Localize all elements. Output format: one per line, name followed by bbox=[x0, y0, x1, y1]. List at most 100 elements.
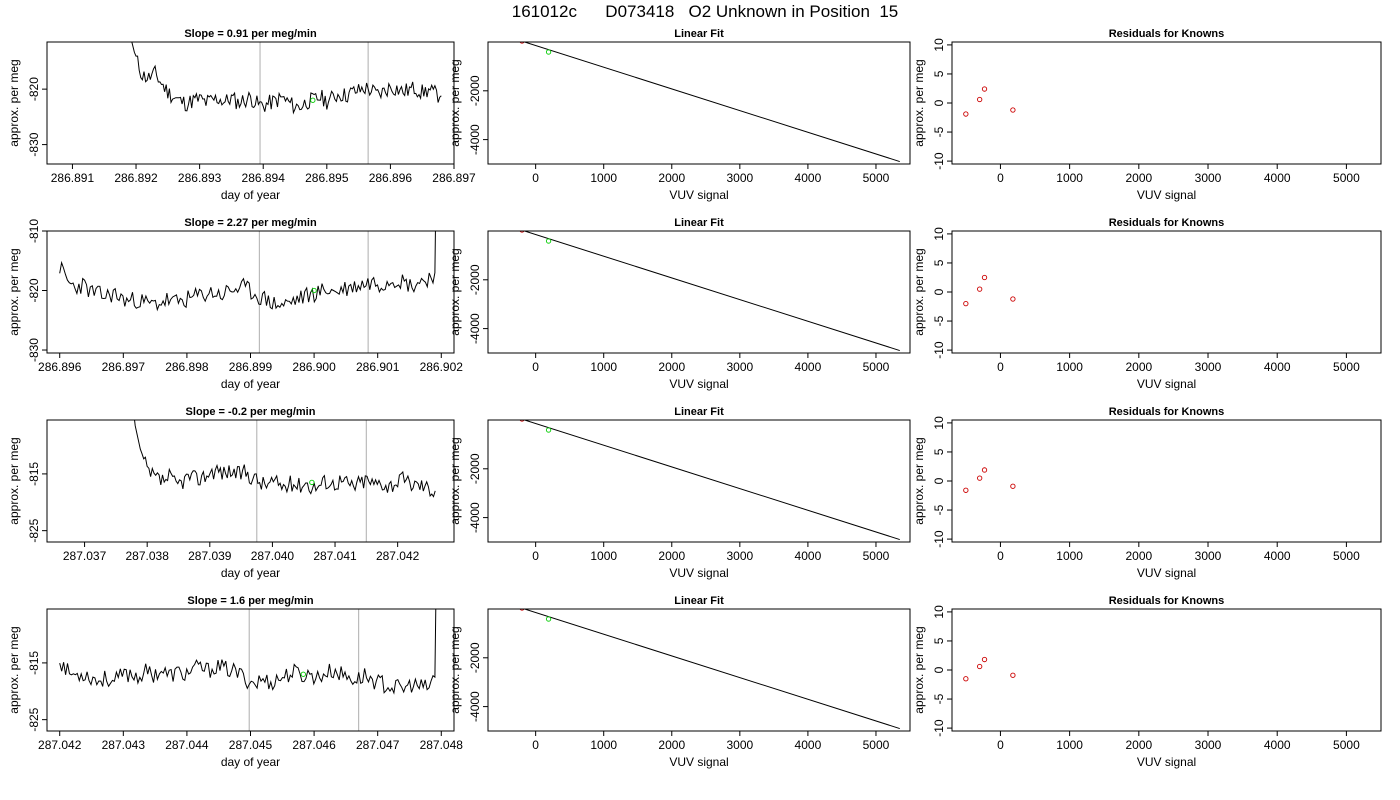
plot-area bbox=[131, 42, 442, 164]
y-axis-label: approx. per meg bbox=[7, 59, 21, 146]
x-tick-label: 2000 bbox=[1125, 738, 1152, 752]
unknown-point bbox=[545, 616, 552, 622]
x-axis: 287.042 287.043 287.044 287.045 287.046 287.0… bbox=[38, 731, 463, 752]
x-tick-label: 5000 bbox=[1333, 360, 1360, 374]
fit-line bbox=[522, 420, 900, 541]
x-tick-label: 3000 bbox=[1195, 549, 1222, 563]
x-tick-label: 1000 bbox=[1056, 171, 1083, 185]
x-tick-label: 5000 bbox=[1333, 549, 1360, 563]
x-axis: 0 1000 2000 3000 4000 5000 bbox=[997, 731, 1360, 752]
panel-title: Residuals for Knowns bbox=[1109, 406, 1225, 418]
x-axis: 0 1000 2000 3000 4000 5000 bbox=[997, 164, 1360, 185]
x-tick-label: 286.897 bbox=[432, 171, 476, 185]
x-tick-label: 4000 bbox=[1264, 171, 1291, 185]
x-tick-label: 4000 bbox=[1264, 738, 1291, 752]
x-tick-label: 1000 bbox=[590, 738, 617, 752]
x-tick-label: 286.893 bbox=[178, 171, 222, 185]
plot-frame bbox=[487, 419, 911, 543]
y-axis: -10 -5 0 5 10 bbox=[932, 416, 952, 548]
x-tick-label: 287.048 bbox=[420, 738, 464, 752]
x-tick-label: 4000 bbox=[795, 360, 822, 374]
known-point bbox=[1010, 107, 1016, 113]
x-tick-label: 4000 bbox=[795, 738, 822, 752]
plot-area bbox=[963, 656, 1016, 682]
x-tick-label: 287.046 bbox=[292, 738, 336, 752]
plot-area bbox=[515, 231, 900, 352]
known-point bbox=[1010, 483, 1016, 489]
fit-line bbox=[522, 609, 900, 730]
known-point bbox=[519, 420, 525, 422]
fit-line bbox=[522, 231, 900, 352]
y-axis: -10 -5 0 5 10 bbox=[932, 605, 952, 737]
y-axis-label: approx. per meg bbox=[448, 437, 462, 524]
x-axis-label: VUV signal bbox=[669, 566, 728, 580]
plot-area bbox=[963, 274, 1016, 307]
x-tick-label: 0 bbox=[997, 360, 1004, 374]
plot-area bbox=[59, 609, 437, 731]
figure-title: 161012c D073418 O2 Unknown in Position 1… bbox=[512, 2, 899, 21]
x-axis-label: VUV signal bbox=[669, 188, 728, 202]
panel-title: Linear Fit bbox=[674, 406, 724, 418]
y-tick-label: -4000 bbox=[468, 691, 482, 722]
x-tick-label: 0 bbox=[532, 549, 539, 563]
panel-r3-c0: Slope = 1.6 per meg/min 287.042 287.043 287… bbox=[7, 595, 463, 769]
x-tick-label: 0 bbox=[997, 738, 1004, 752]
x-tick-label: 3000 bbox=[1195, 738, 1222, 752]
x-tick-label: 3000 bbox=[726, 171, 753, 185]
x-tick-label: 0 bbox=[997, 549, 1004, 563]
panel-title: Linear Fit bbox=[674, 217, 724, 229]
x-tick-label: 287.039 bbox=[188, 549, 232, 563]
y-tick-label: -5 bbox=[932, 693, 946, 704]
y-axis: -825 -815 bbox=[27, 462, 47, 543]
x-tick-label: 287.042 bbox=[38, 738, 82, 752]
unknown-point bbox=[309, 479, 315, 486]
x-axis: 287.037 287.038 287.039 287.040 287.041 287.0… bbox=[63, 542, 420, 563]
signal-trace bbox=[59, 231, 436, 312]
plot-area bbox=[963, 86, 1016, 117]
y-axis-label: approx. per meg bbox=[448, 59, 462, 146]
y-axis-label: approx. per meg bbox=[912, 248, 926, 335]
y-tick-label: 10 bbox=[932, 38, 946, 52]
y-axis-label: approx. per meg bbox=[912, 437, 926, 524]
y-tick-label: -10 bbox=[932, 719, 946, 737]
y-axis: -830 -820 bbox=[27, 77, 47, 157]
unknown-point bbox=[545, 238, 552, 244]
unknown-point bbox=[300, 671, 306, 677]
known-point bbox=[977, 96, 983, 103]
signal-trace bbox=[59, 609, 437, 695]
known-point bbox=[981, 656, 988, 663]
panel-title: Slope = 1.6 per meg/min bbox=[187, 595, 314, 607]
x-axis-label: VUV signal bbox=[1137, 755, 1196, 769]
known-point bbox=[977, 286, 983, 292]
y-tick-label: -5 bbox=[932, 126, 946, 137]
x-tick-label: 3000 bbox=[726, 738, 753, 752]
x-tick-label: 5000 bbox=[863, 549, 890, 563]
y-tick-label: -4000 bbox=[468, 313, 482, 344]
x-tick-label: 287.043 bbox=[102, 738, 146, 752]
x-axis-label: day of year bbox=[221, 566, 280, 580]
x-tick-label: 2000 bbox=[658, 738, 685, 752]
y-tick-label: -815 bbox=[27, 651, 41, 675]
x-tick-label: 5000 bbox=[863, 738, 890, 752]
y-axis-label: approx. per meg bbox=[448, 626, 462, 713]
unknown-point bbox=[545, 49, 552, 55]
known-point bbox=[977, 663, 983, 670]
y-tick-label: -5 bbox=[932, 315, 946, 326]
x-tick-label: 1000 bbox=[1056, 738, 1083, 752]
y-axis-label: approx. per meg bbox=[448, 248, 462, 335]
plot-area bbox=[963, 467, 1016, 493]
y-tick-label: -825 bbox=[27, 707, 41, 731]
x-axis: 286.891 286.892 286.893 286.894 286.895 286.8… bbox=[51, 164, 476, 185]
y-tick-label: -4000 bbox=[468, 502, 482, 533]
x-tick-label: 3000 bbox=[1195, 171, 1222, 185]
unknown-point bbox=[310, 97, 316, 103]
x-axis: 0 1000 2000 3000 4000 5000 bbox=[532, 731, 890, 752]
x-tick-label: 287.045 bbox=[229, 738, 273, 752]
x-axis: 0 1000 2000 3000 4000 5000 bbox=[532, 164, 890, 185]
known-point bbox=[963, 676, 969, 682]
known-point bbox=[519, 42, 525, 44]
